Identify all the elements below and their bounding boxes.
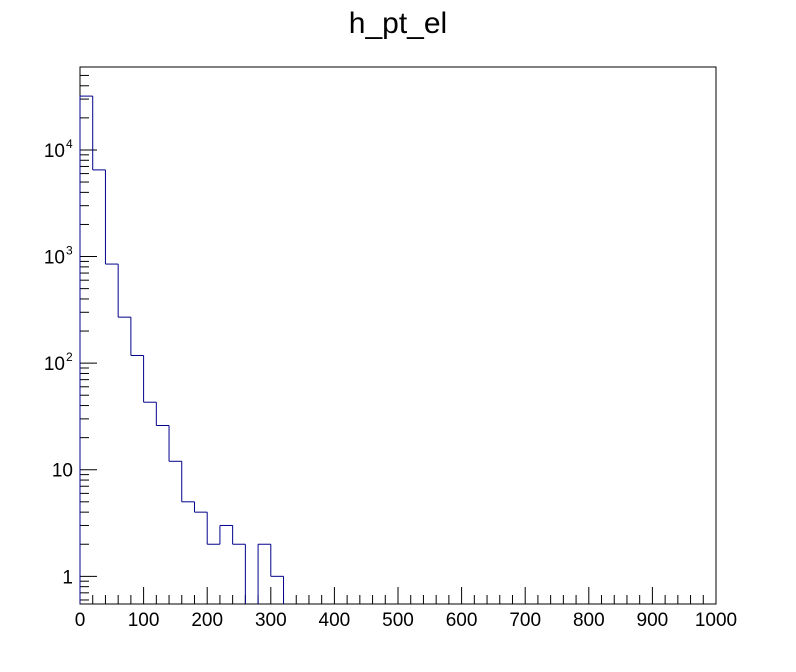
x-tick-label: 700	[509, 610, 541, 631]
x-tick-label: 800	[573, 610, 605, 631]
x-tick-label: 100	[128, 610, 160, 631]
x-tick-label: 400	[319, 610, 351, 631]
histogram-series	[79, 95, 285, 604]
y-tick-exponent: 3	[66, 244, 73, 258]
y-tick-label: 10	[44, 141, 65, 162]
x-tick-label: 500	[382, 610, 414, 631]
y-tick-label: 10	[44, 354, 65, 375]
y-tick-label: 10	[52, 461, 73, 482]
chart-title: h_pt_el	[349, 7, 447, 40]
plot-frame	[79, 66, 717, 605]
x-axis: 0 100 200 300 400 500 600 700 800 900 1000	[75, 587, 737, 631]
x-tick-label: 200	[191, 610, 223, 631]
y-tick-exponent: 4	[66, 137, 73, 151]
y-tick-label: 10	[44, 248, 65, 269]
y-tick-exponent: 2	[66, 350, 73, 364]
x-tick-label: 300	[255, 610, 287, 631]
x-tick-label: 900	[637, 610, 669, 631]
x-tick-label: 600	[446, 610, 478, 631]
x-tick-label: 0	[75, 610, 86, 631]
x-tick-label: 1000	[695, 610, 737, 631]
y-tick-label: 1	[62, 567, 73, 588]
